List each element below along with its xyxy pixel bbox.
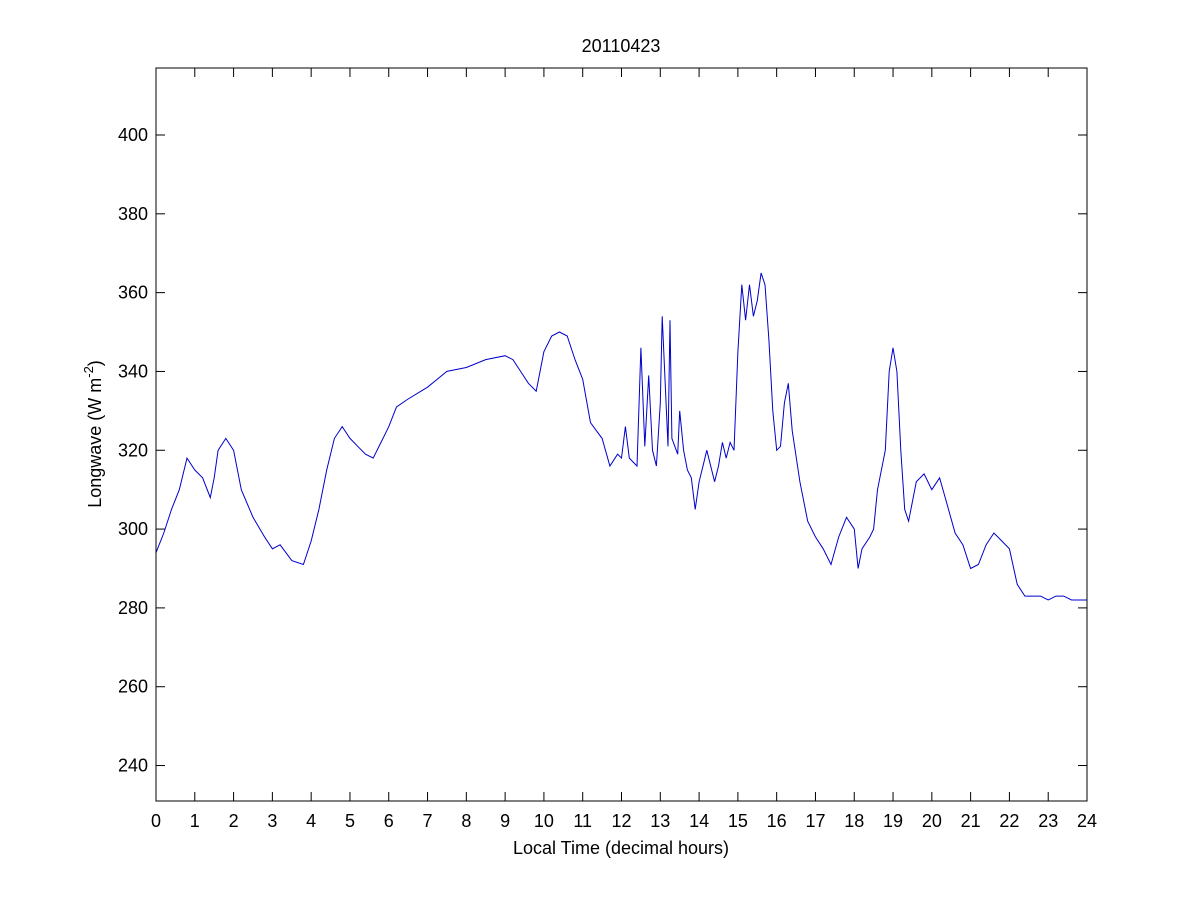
x-tick-label: 8 xyxy=(461,811,471,831)
x-tick-label: 14 xyxy=(689,811,709,831)
x-tick-label: 4 xyxy=(306,811,316,831)
x-tick-label: 16 xyxy=(767,811,787,831)
x-tick-label: 23 xyxy=(1038,811,1058,831)
x-tick-label: 6 xyxy=(384,811,394,831)
x-tick-label: 20 xyxy=(922,811,942,831)
y-tick-label: 380 xyxy=(118,204,148,224)
x-tick-label: 13 xyxy=(650,811,670,831)
y-axis-title: Longwave (W m-2) xyxy=(81,360,105,508)
x-tick-label: 18 xyxy=(844,811,864,831)
y-tick-label: 260 xyxy=(118,677,148,697)
chart-title: 20110423 xyxy=(582,36,661,56)
x-tick-label: 19 xyxy=(883,811,903,831)
x-tick-label: 11 xyxy=(573,811,592,831)
x-tick-label: 0 xyxy=(151,811,161,831)
x-axis-title: Local Time (decimal hours) xyxy=(513,838,729,858)
x-tick-label: 15 xyxy=(728,811,748,831)
x-tick-label: 3 xyxy=(267,811,277,831)
x-tick-label: 22 xyxy=(999,811,1019,831)
y-axis-title-main: Longwave (W m xyxy=(85,378,105,508)
tick-marks xyxy=(155,68,1088,801)
x-tick-label: 10 xyxy=(534,811,554,831)
x-tick-label: 5 xyxy=(345,811,355,831)
y-tick-label: 400 xyxy=(118,125,148,145)
x-tick-label: 9 xyxy=(500,811,510,831)
plot-frame xyxy=(155,67,1088,802)
y-tick-label: 240 xyxy=(118,756,148,776)
plot-area xyxy=(156,68,1087,801)
y-tick-label: 320 xyxy=(118,440,148,460)
longwave-series-line xyxy=(155,272,1087,601)
y-axis-title-close: ) xyxy=(85,360,105,366)
x-tick-label: 2 xyxy=(229,811,239,831)
y-tick-label: 300 xyxy=(118,519,148,539)
y-tick-label: 360 xyxy=(118,283,148,303)
x-tick-label: 12 xyxy=(611,811,631,831)
x-tick-label: 21 xyxy=(961,811,981,831)
y-tick-label: 340 xyxy=(118,361,148,381)
x-tick-label: 1 xyxy=(190,811,200,831)
tick-labels: 0 1 2 3 4 5 6 7 8 9 10 11 12 13 14 15 16 17 18 19 20 21 22 23 24… xyxy=(118,125,1097,831)
x-tick-label: 17 xyxy=(805,811,825,831)
x-tick-label: 24 xyxy=(1077,811,1097,831)
y-tick-label: 280 xyxy=(118,598,148,618)
x-tick-label: 7 xyxy=(423,811,433,831)
y-axis-title-superscript: -2 xyxy=(81,366,96,378)
